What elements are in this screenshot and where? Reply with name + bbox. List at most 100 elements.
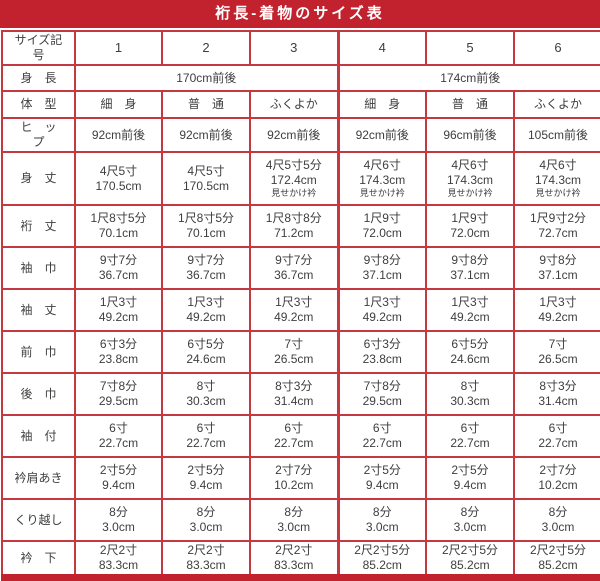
- table-cell-hip-4: 92cm前後: [336, 117, 427, 153]
- cell-note: 見せかけ衿: [271, 188, 317, 199]
- row-label-size-code: サイズ記号: [1, 30, 76, 66]
- cm-value: 37.1cm: [362, 268, 402, 282]
- cm-value: 83.3cm: [98, 558, 139, 572]
- shaku-value: 8分: [284, 505, 304, 519]
- cm-value: 24.6cm: [450, 352, 490, 366]
- table-cell: 8分 3.0cm: [249, 498, 339, 542]
- cm-value: 170.5cm: [182, 178, 230, 193]
- row-label-hip: ヒ ッ プ: [1, 117, 76, 153]
- shaku-value: 8分: [196, 505, 216, 519]
- table-cell: 6寸 22.7cm: [249, 414, 339, 458]
- cm-value: 22.7cm: [186, 436, 226, 450]
- shaku-value: 2寸7分: [275, 463, 313, 477]
- table-cell: 6寸 22.7cm: [74, 414, 163, 458]
- cm-value: 49.2cm: [98, 310, 139, 324]
- table-cell: 9寸8分 37.1cm: [513, 246, 600, 290]
- cm-value: 9.4cm: [453, 478, 487, 492]
- shaku-value: 4尺5寸: [99, 163, 138, 178]
- table-cell: 6寸 22.7cm: [336, 414, 427, 458]
- cm-value: 49.2cm: [274, 310, 314, 324]
- table-cell: 1尺3寸 49.2cm: [336, 288, 427, 332]
- shaku-value: 1尺8寸8分: [265, 211, 322, 225]
- cm-value: 3.0cm: [189, 520, 223, 534]
- shaku-value: 8分: [460, 505, 480, 519]
- table-cell: 1尺9寸 72.0cm: [336, 204, 427, 248]
- table-cell: 6寸3分 23.8cm: [336, 330, 427, 374]
- table-cell: 8寸 30.3cm: [161, 372, 251, 416]
- table-cell-hip-2: 92cm前後: [161, 117, 251, 153]
- cell-note: 見せかけ衿: [447, 188, 493, 199]
- cm-value: 49.2cm: [538, 310, 578, 324]
- shaku-value: 2尺2寸5分: [529, 543, 587, 557]
- shaku-value: 9寸8分: [539, 253, 577, 267]
- row-label-kurikoshi: くり越し: [1, 498, 76, 542]
- table-cell: 7寸8分 29.5cm: [74, 372, 163, 416]
- shaku-value: 6寸3分: [363, 337, 401, 351]
- table-cell: 6寸5分 24.6cm: [425, 330, 515, 374]
- row-label-sleeve-reach: 裄 丈: [1, 204, 76, 248]
- table-cell: 2寸5分 9.4cm: [425, 456, 515, 500]
- shaku-value: 2寸7分: [539, 463, 577, 477]
- shaku-value: 8寸3分: [275, 379, 313, 393]
- row-label-sleeve-length: 袖 丈: [1, 288, 76, 332]
- cm-value: 23.8cm: [98, 352, 139, 366]
- row-label-collar-below: 衿 下: [1, 540, 76, 579]
- cm-value: 37.1cm: [538, 268, 578, 282]
- shaku-value: 2尺2寸: [99, 543, 138, 557]
- shaku-value: 4尺6寸: [539, 158, 577, 173]
- shaku-value: 8分: [548, 505, 568, 519]
- page-title: 裄長-着物のサイズ表: [0, 0, 600, 28]
- shaku-value: 6寸: [460, 421, 480, 435]
- cm-value: 24.6cm: [186, 352, 226, 366]
- cm-value: 36.7cm: [186, 268, 226, 282]
- table-cell: 4尺6寸 174.3cm 見せかけ衿: [513, 151, 600, 206]
- shaku-value: 9寸7分: [99, 253, 138, 267]
- shaku-value: 9寸7分: [187, 253, 225, 267]
- cm-value: 85.2cm: [538, 558, 578, 572]
- table-cell: 9寸7分 36.7cm: [161, 246, 251, 290]
- shaku-value: 1尺3寸: [99, 295, 138, 309]
- table-cell: 2寸5分 9.4cm: [336, 456, 427, 500]
- table-cell: 2尺2寸5分 85.2cm: [513, 540, 600, 579]
- row-sleeve-attach: 袖 付 6寸 22.7cm 6寸 22.7cm 6寸 22.7cm 6寸 22.…: [1, 414, 600, 458]
- shaku-value: 6寸: [548, 421, 568, 435]
- shaku-value: 1尺8寸5分: [90, 211, 147, 225]
- cm-value: 3.0cm: [453, 520, 487, 534]
- cm-value: 3.0cm: [365, 520, 399, 534]
- table-cell: 8分 3.0cm: [336, 498, 427, 542]
- row-height: 身 長 170cm前後 174cm前後: [1, 64, 600, 92]
- table-cell: 2尺2寸 83.3cm: [74, 540, 163, 579]
- shaku-value: 4尺6寸: [451, 158, 489, 173]
- cm-value: 22.7cm: [362, 436, 402, 450]
- row-size-code: サイズ記号 1 2 3 4 5 6: [1, 30, 600, 66]
- table-cell: 2尺2寸 83.3cm: [249, 540, 339, 579]
- shaku-value: 8分: [109, 505, 128, 519]
- cm-value: 3.0cm: [277, 520, 311, 534]
- table-cell: 9寸7分 36.7cm: [74, 246, 163, 290]
- cm-value: 37.1cm: [450, 268, 490, 282]
- row-label-back-width: 後 巾: [1, 372, 76, 416]
- shaku-value: 2寸5分: [363, 463, 401, 477]
- row-hip: ヒ ッ プ 92cm前後 92cm前後 92cm前後 92cm前後 96cm前後…: [1, 117, 600, 153]
- cell-note: 見せかけ衿: [535, 188, 581, 199]
- cm-value: 172.4cm: [270, 173, 317, 188]
- cm-value: 22.7cm: [98, 436, 139, 450]
- cm-value: 72.7cm: [538, 226, 578, 240]
- row-front-width: 前 巾 6寸3分 23.8cm 6寸5分 24.6cm 7寸 26.5cm 6寸…: [1, 330, 600, 374]
- shaku-value: 7寸8分: [99, 379, 138, 393]
- table-cell-body-4: 細 身: [336, 90, 427, 119]
- cm-value: 36.7cm: [98, 268, 139, 282]
- table-cell-hip-5: 96cm前後: [425, 117, 515, 153]
- shaku-value: 6寸: [196, 421, 216, 435]
- table-cell: 8分 3.0cm: [425, 498, 515, 542]
- shaku-value: 6寸3分: [99, 337, 138, 351]
- cm-value: 49.2cm: [450, 310, 490, 324]
- table-cell: 4尺5寸 170.5cm: [74, 151, 163, 206]
- cm-value: 22.7cm: [274, 436, 314, 450]
- cm-value: 9.4cm: [102, 478, 135, 492]
- row-label-front-width: 前 巾: [1, 330, 76, 374]
- cm-value: 31.4cm: [274, 394, 314, 408]
- table-cell-body-1: 細 身: [74, 90, 163, 119]
- cm-value: 30.3cm: [450, 394, 490, 408]
